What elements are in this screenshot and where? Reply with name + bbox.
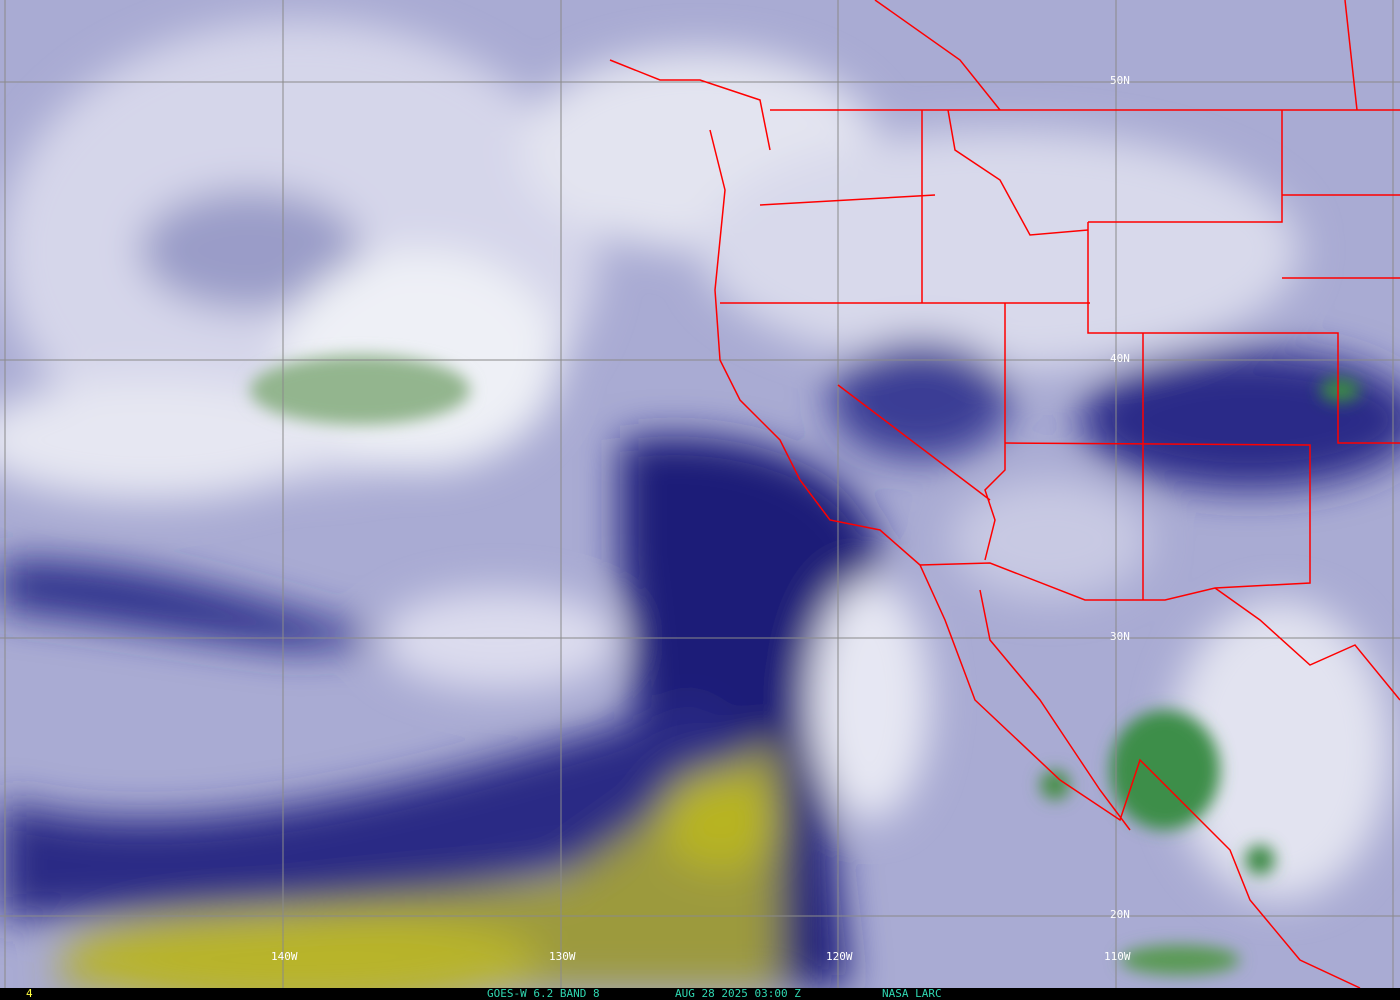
lat-label-50n: 50N <box>1110 74 1130 87</box>
political-boundaries <box>609 0 1400 988</box>
satellite-band: GOES-W 6.2 BAND 8 <box>487 987 600 1000</box>
cloud-field <box>0 20 1400 988</box>
footer-bar: 4 GOES-W 6.2 BAND 8 AUG 28 2025 03:00 Z … <box>0 988 1400 1000</box>
cold-cloud-tops <box>250 355 1360 975</box>
lon-label-130w: 130W <box>549 950 576 963</box>
lat-label-40n: 40N <box>1110 352 1130 365</box>
lon-label-120w: 120W <box>826 950 853 963</box>
frame-number: 4 <box>26 987 33 1000</box>
image-source: NASA LARC <box>882 987 942 1000</box>
lat-label-30n: 30N <box>1110 630 1130 643</box>
image-datetime: AUG 28 2025 03:00 Z <box>675 987 801 1000</box>
lon-label-140w: 140W <box>271 950 298 963</box>
lon-label-110w: 110W <box>1104 950 1131 963</box>
lat-label-20n: 20N <box>1110 908 1130 921</box>
